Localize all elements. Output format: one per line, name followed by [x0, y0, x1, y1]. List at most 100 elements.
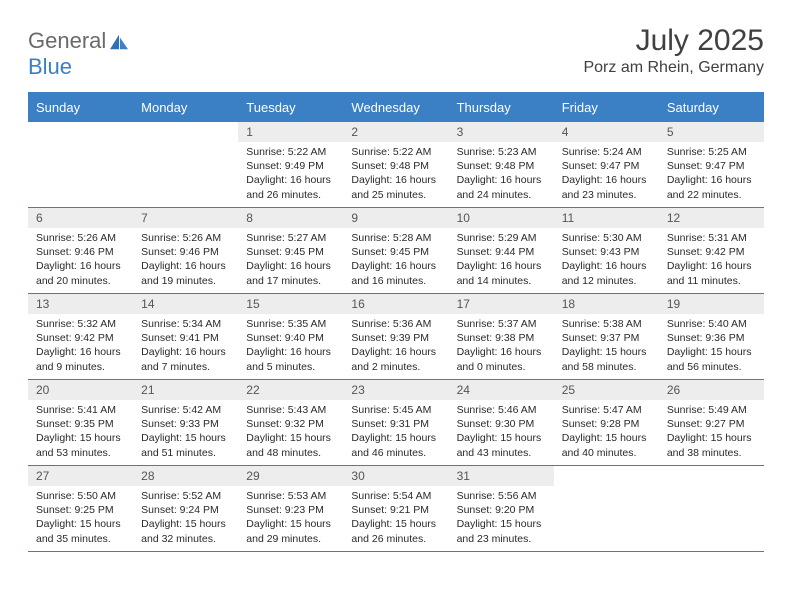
day-number: 13 [28, 294, 133, 314]
calendar-cell: 9Sunrise: 5:28 AMSunset: 9:45 PMDaylight… [343, 208, 448, 294]
day-number: 11 [554, 208, 659, 228]
day-details: Sunrise: 5:28 AMSunset: 9:45 PMDaylight:… [343, 228, 448, 292]
day-details: Sunrise: 5:52 AMSunset: 9:24 PMDaylight:… [133, 486, 238, 550]
day-number: 24 [449, 380, 554, 400]
weekday-header: Friday [554, 93, 659, 122]
weekday-header: Monday [133, 93, 238, 122]
day-number: 29 [238, 466, 343, 486]
day-details: Sunrise: 5:29 AMSunset: 9:44 PMDaylight:… [449, 228, 554, 292]
calendar-cell: 24Sunrise: 5:46 AMSunset: 9:30 PMDayligh… [449, 380, 554, 466]
calendar-cell [659, 466, 764, 552]
day-details: Sunrise: 5:38 AMSunset: 9:37 PMDaylight:… [554, 314, 659, 378]
brand-logo: General Blue [28, 28, 130, 80]
day-details: Sunrise: 5:32 AMSunset: 9:42 PMDaylight:… [28, 314, 133, 378]
calendar-cell: 4Sunrise: 5:24 AMSunset: 9:47 PMDaylight… [554, 122, 659, 208]
calendar-cell: 11Sunrise: 5:30 AMSunset: 9:43 PMDayligh… [554, 208, 659, 294]
weekday-header: Wednesday [343, 93, 448, 122]
weekday-header: Saturday [659, 93, 764, 122]
day-number: 19 [659, 294, 764, 314]
day-number: 23 [343, 380, 448, 400]
day-details: Sunrise: 5:34 AMSunset: 9:41 PMDaylight:… [133, 314, 238, 378]
day-number: 21 [133, 380, 238, 400]
location: Porz am Rhein, Germany [583, 59, 764, 77]
day-details: Sunrise: 5:22 AMSunset: 9:48 PMDaylight:… [343, 142, 448, 206]
calendar-cell: 18Sunrise: 5:38 AMSunset: 9:37 PMDayligh… [554, 294, 659, 380]
day-details: Sunrise: 5:36 AMSunset: 9:39 PMDaylight:… [343, 314, 448, 378]
calendar-cell: 1Sunrise: 5:22 AMSunset: 9:49 PMDaylight… [238, 122, 343, 208]
calendar-cell: 25Sunrise: 5:47 AMSunset: 9:28 PMDayligh… [554, 380, 659, 466]
day-details: Sunrise: 5:30 AMSunset: 9:43 PMDaylight:… [554, 228, 659, 292]
day-details: Sunrise: 5:22 AMSunset: 9:49 PMDaylight:… [238, 142, 343, 206]
day-details: Sunrise: 5:46 AMSunset: 9:30 PMDaylight:… [449, 400, 554, 464]
day-details: Sunrise: 5:41 AMSunset: 9:35 PMDaylight:… [28, 400, 133, 464]
weekday-header: Thursday [449, 93, 554, 122]
day-details: Sunrise: 5:53 AMSunset: 9:23 PMDaylight:… [238, 486, 343, 550]
calendar-cell: 3Sunrise: 5:23 AMSunset: 9:48 PMDaylight… [449, 122, 554, 208]
calendar-cell: 14Sunrise: 5:34 AMSunset: 9:41 PMDayligh… [133, 294, 238, 380]
calendar-cell: 15Sunrise: 5:35 AMSunset: 9:40 PMDayligh… [238, 294, 343, 380]
calendar-cell: 30Sunrise: 5:54 AMSunset: 9:21 PMDayligh… [343, 466, 448, 552]
calendar-cell [28, 122, 133, 208]
day-number: 2 [343, 122, 448, 142]
day-number: 25 [554, 380, 659, 400]
title-block: July 2025 Porz am Rhein, Germany [583, 24, 764, 77]
day-details: Sunrise: 5:26 AMSunset: 9:46 PMDaylight:… [28, 228, 133, 292]
calendar-cell: 23Sunrise: 5:45 AMSunset: 9:31 PMDayligh… [343, 380, 448, 466]
day-number: 26 [659, 380, 764, 400]
day-number: 27 [28, 466, 133, 486]
calendar-cell [554, 466, 659, 552]
day-number: 10 [449, 208, 554, 228]
calendar-cell: 26Sunrise: 5:49 AMSunset: 9:27 PMDayligh… [659, 380, 764, 466]
calendar-cell: 10Sunrise: 5:29 AMSunset: 9:44 PMDayligh… [449, 208, 554, 294]
day-details: Sunrise: 5:45 AMSunset: 9:31 PMDaylight:… [343, 400, 448, 464]
day-details: Sunrise: 5:43 AMSunset: 9:32 PMDaylight:… [238, 400, 343, 464]
brand-name: General Blue [28, 28, 130, 80]
day-number: 9 [343, 208, 448, 228]
calendar-header-row: SundayMondayTuesdayWednesdayThursdayFrid… [28, 93, 764, 122]
calendar-cell: 22Sunrise: 5:43 AMSunset: 9:32 PMDayligh… [238, 380, 343, 466]
day-number: 3 [449, 122, 554, 142]
header: General Blue July 2025 Porz am Rhein, Ge… [28, 24, 764, 80]
day-details: Sunrise: 5:56 AMSunset: 9:20 PMDaylight:… [449, 486, 554, 550]
calendar-cell: 13Sunrise: 5:32 AMSunset: 9:42 PMDayligh… [28, 294, 133, 380]
calendar-cell: 5Sunrise: 5:25 AMSunset: 9:47 PMDaylight… [659, 122, 764, 208]
day-number: 8 [238, 208, 343, 228]
calendar-cell: 19Sunrise: 5:40 AMSunset: 9:36 PMDayligh… [659, 294, 764, 380]
day-details: Sunrise: 5:24 AMSunset: 9:47 PMDaylight:… [554, 142, 659, 206]
day-details: Sunrise: 5:25 AMSunset: 9:47 PMDaylight:… [659, 142, 764, 206]
day-number: 28 [133, 466, 238, 486]
calendar-cell: 17Sunrise: 5:37 AMSunset: 9:38 PMDayligh… [449, 294, 554, 380]
calendar-cell: 31Sunrise: 5:56 AMSunset: 9:20 PMDayligh… [449, 466, 554, 552]
calendar-table: SundayMondayTuesdayWednesdayThursdayFrid… [28, 92, 764, 552]
day-details: Sunrise: 5:27 AMSunset: 9:45 PMDaylight:… [238, 228, 343, 292]
day-number: 5 [659, 122, 764, 142]
day-details: Sunrise: 5:37 AMSunset: 9:38 PMDaylight:… [449, 314, 554, 378]
calendar-cell: 2Sunrise: 5:22 AMSunset: 9:48 PMDaylight… [343, 122, 448, 208]
day-details: Sunrise: 5:42 AMSunset: 9:33 PMDaylight:… [133, 400, 238, 464]
weekday-header: Tuesday [238, 93, 343, 122]
day-number: 18 [554, 294, 659, 314]
sail-icon [108, 33, 130, 51]
calendar-cell: 20Sunrise: 5:41 AMSunset: 9:35 PMDayligh… [28, 380, 133, 466]
day-number: 1 [238, 122, 343, 142]
day-details: Sunrise: 5:50 AMSunset: 9:25 PMDaylight:… [28, 486, 133, 550]
calendar-body: 1Sunrise: 5:22 AMSunset: 9:49 PMDaylight… [28, 122, 764, 552]
day-number: 31 [449, 466, 554, 486]
calendar-cell [133, 122, 238, 208]
day-details: Sunrise: 5:40 AMSunset: 9:36 PMDaylight:… [659, 314, 764, 378]
calendar-cell: 21Sunrise: 5:42 AMSunset: 9:33 PMDayligh… [133, 380, 238, 466]
calendar-cell: 28Sunrise: 5:52 AMSunset: 9:24 PMDayligh… [133, 466, 238, 552]
day-details: Sunrise: 5:54 AMSunset: 9:21 PMDaylight:… [343, 486, 448, 550]
page: General Blue July 2025 Porz am Rhein, Ge… [0, 0, 792, 576]
brand-name-2: Blue [28, 54, 72, 79]
day-number: 14 [133, 294, 238, 314]
day-details: Sunrise: 5:47 AMSunset: 9:28 PMDaylight:… [554, 400, 659, 464]
calendar-cell: 12Sunrise: 5:31 AMSunset: 9:42 PMDayligh… [659, 208, 764, 294]
calendar-cell: 7Sunrise: 5:26 AMSunset: 9:46 PMDaylight… [133, 208, 238, 294]
day-number: 16 [343, 294, 448, 314]
day-number: 22 [238, 380, 343, 400]
day-number: 17 [449, 294, 554, 314]
day-number: 4 [554, 122, 659, 142]
day-number: 12 [659, 208, 764, 228]
day-details: Sunrise: 5:31 AMSunset: 9:42 PMDaylight:… [659, 228, 764, 292]
